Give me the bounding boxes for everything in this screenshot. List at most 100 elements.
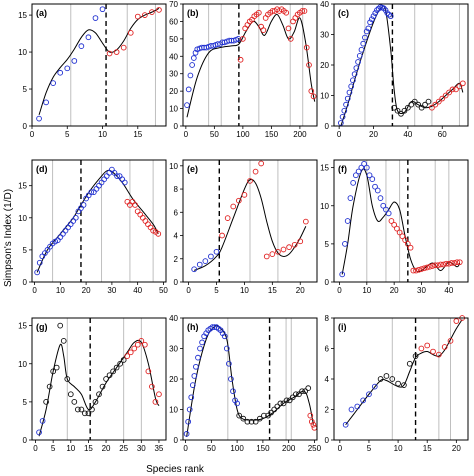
red-data-point bbox=[407, 244, 414, 251]
y-tick-label: 40 bbox=[169, 314, 178, 323]
black-data-point bbox=[268, 409, 274, 416]
y-tick-label: 15 bbox=[320, 164, 329, 173]
y-tick-label: 0 bbox=[174, 278, 179, 287]
blue-data-point bbox=[344, 218, 351, 224]
blue-data-point bbox=[230, 388, 236, 395]
black-data-point bbox=[74, 406, 81, 413]
x-tick-label: 60 bbox=[438, 130, 447, 139]
red-data-point bbox=[127, 349, 134, 356]
blue-data-point bbox=[36, 429, 42, 436]
red-data-point bbox=[141, 12, 148, 18]
x-tick-label: 5 bbox=[214, 286, 219, 295]
red-data-point bbox=[134, 208, 141, 215]
x-tick-label: 150 bbox=[256, 444, 270, 453]
y-tick-label: 10 bbox=[169, 162, 178, 171]
black-data-point bbox=[425, 98, 432, 105]
blue-data-point bbox=[186, 406, 193, 413]
red-data-point bbox=[418, 345, 425, 352]
x-tick-label: 15 bbox=[84, 444, 93, 453]
red-data-point bbox=[308, 88, 315, 94]
black-data-point bbox=[394, 107, 401, 114]
y-tick-label: 0 bbox=[23, 278, 28, 287]
red-data-point bbox=[235, 197, 242, 204]
red-data-point bbox=[134, 341, 141, 348]
y-tick-label: 6 bbox=[325, 345, 330, 354]
blue-data-point bbox=[367, 19, 373, 26]
black-data-point bbox=[289, 394, 296, 401]
y-tick-label: 2 bbox=[174, 255, 179, 264]
blue-data-point bbox=[356, 52, 363, 59]
x-tick-label: 0 bbox=[186, 286, 191, 295]
red-data-point bbox=[286, 244, 292, 250]
x-tick-label: 5 bbox=[367, 444, 372, 453]
x-tick-label: 0 bbox=[184, 130, 189, 139]
black-data-point bbox=[85, 410, 92, 417]
blue-data-point bbox=[57, 69, 64, 76]
blue-data-point bbox=[358, 164, 365, 171]
blue-data-point bbox=[348, 406, 355, 413]
blue-data-point bbox=[386, 11, 392, 18]
x-tick-label: 20 bbox=[82, 286, 91, 295]
red-data-point bbox=[437, 261, 444, 268]
blue-data-point bbox=[374, 7, 380, 13]
black-data-point bbox=[391, 104, 397, 111]
blue-data-point bbox=[350, 180, 356, 186]
x-tick-label: 30 bbox=[137, 444, 146, 453]
black-data-point bbox=[50, 368, 57, 375]
red-data-point bbox=[141, 341, 148, 348]
blue-data-point bbox=[361, 160, 367, 167]
blue-data-point bbox=[60, 230, 66, 237]
blue-data-point bbox=[343, 101, 349, 108]
blue-data-point bbox=[57, 234, 64, 240]
y-tick-label: 0 bbox=[325, 278, 330, 287]
red-data-point bbox=[456, 259, 463, 266]
blue-data-point bbox=[355, 59, 361, 65]
blue-data-point bbox=[366, 172, 373, 179]
fitted-curve bbox=[186, 13, 316, 118]
x-tick-label: 20 bbox=[102, 444, 111, 453]
red-data-point bbox=[131, 345, 138, 352]
blue-data-point bbox=[360, 397, 366, 404]
blue-data-point bbox=[187, 72, 194, 79]
red-data-point bbox=[402, 237, 408, 243]
blue-data-point bbox=[93, 186, 100, 192]
blue-data-point bbox=[234, 400, 240, 407]
black-data-point bbox=[401, 107, 408, 114]
red-data-point bbox=[311, 424, 318, 431]
x-tick-label: 10 bbox=[66, 444, 75, 453]
blue-data-point bbox=[223, 345, 230, 352]
red-data-point bbox=[147, 224, 154, 231]
blue-data-point bbox=[50, 80, 57, 86]
x-tick-label: 20 bbox=[390, 286, 399, 295]
blue-data-point bbox=[199, 339, 205, 346]
blue-data-point bbox=[36, 115, 42, 122]
x-tick-label: 5 bbox=[51, 444, 56, 453]
red-data-point bbox=[137, 211, 144, 218]
red-data-point bbox=[283, 9, 290, 16]
blue-data-point bbox=[191, 373, 198, 379]
black-data-point bbox=[405, 104, 411, 111]
black-data-point bbox=[408, 101, 415, 108]
blue-data-point bbox=[377, 195, 384, 201]
blue-data-point bbox=[385, 210, 392, 217]
red-data-point bbox=[129, 198, 136, 205]
red-data-point bbox=[269, 251, 276, 257]
blue-data-point bbox=[183, 431, 190, 437]
red-data-point bbox=[275, 248, 281, 255]
x-tick-label: 20 bbox=[452, 444, 461, 453]
blue-data-point bbox=[353, 172, 359, 179]
panel-4: 0 10 20 30 40 50 0 5 10 15 (d) bbox=[18, 159, 168, 295]
red-data-point bbox=[459, 80, 466, 87]
black-data-point bbox=[377, 376, 384, 382]
black-data-point bbox=[412, 353, 419, 359]
blue-data-point bbox=[103, 173, 110, 179]
black-data-point bbox=[60, 338, 67, 344]
red-data-point bbox=[255, 9, 262, 16]
black-data-point bbox=[240, 415, 247, 422]
blue-data-point bbox=[101, 176, 108, 183]
blue-data-point bbox=[114, 173, 120, 179]
blue-data-point bbox=[363, 164, 370, 171]
red-data-point bbox=[280, 246, 287, 253]
red-data-point bbox=[453, 86, 459, 93]
panel-8: 0 50 100 150 200 250 0 10 20 30 40 (h) bbox=[169, 314, 322, 453]
